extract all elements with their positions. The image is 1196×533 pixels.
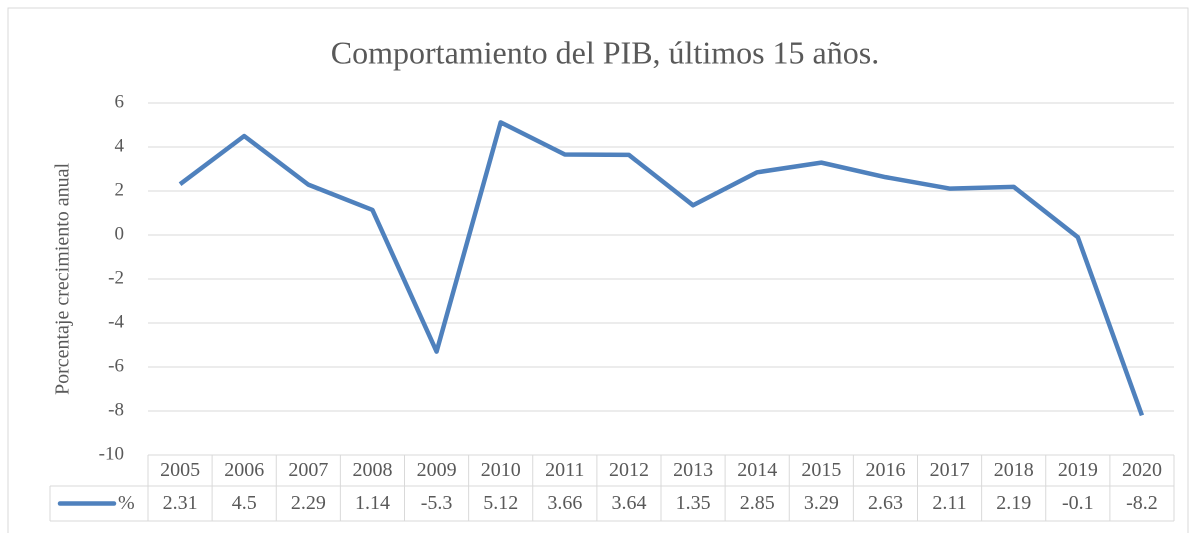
x-tick-label: 2014 (737, 459, 777, 481)
x-tick-label: 2016 (865, 459, 905, 481)
table-value: -5.3 (421, 492, 453, 514)
x-tick-label: 2012 (609, 459, 649, 481)
y-tick-label: 0 (115, 223, 125, 244)
y-tick-label: 6 (115, 91, 125, 112)
table-value: 2.19 (996, 492, 1031, 514)
x-tick-label: 2020 (1122, 459, 1162, 481)
table-value: 2.85 (740, 492, 775, 514)
table-value: -0.1 (1062, 492, 1094, 514)
table-value: 1.35 (676, 492, 711, 514)
table-value: 3.64 (611, 492, 646, 514)
y-tick-label: 2 (115, 179, 125, 200)
y-tick-label: 4 (115, 135, 125, 156)
y-tick-label: -2 (108, 267, 124, 288)
x-tick-label: 2015 (801, 459, 841, 481)
table-value: 3.29 (804, 492, 839, 514)
table-value: 2.11 (932, 492, 966, 514)
table-value: 2.31 (163, 492, 198, 514)
x-tick-label: 2013 (673, 459, 713, 481)
table-value: -8.2 (1126, 492, 1158, 514)
x-tick-label: 2007 (288, 459, 328, 481)
table-value: 2.29 (291, 492, 326, 514)
chart-title: Comportamiento del PIB, últimos 15 años. (331, 34, 879, 70)
x-tick-label: 2006 (224, 459, 264, 481)
x-tick-label: 2010 (481, 459, 521, 481)
chart-border (7, 7, 1189, 533)
x-tick-label: 2005 (160, 459, 200, 481)
x-tick-label: 2017 (930, 459, 970, 481)
table-value: 5.12 (483, 492, 518, 514)
x-tick-label: 2011 (545, 459, 584, 481)
series-line (178, 120, 1145, 417)
x-tick-label: 2019 (1058, 459, 1098, 481)
y-tick-label: -8 (108, 399, 124, 420)
y-tick-label: -10 (99, 443, 124, 464)
x-tick-label: 2018 (994, 459, 1034, 481)
x-tick-label: 2008 (352, 459, 392, 481)
legend-label: % (118, 492, 135, 514)
table-value: 4.5 (232, 492, 257, 514)
table-value: 3.66 (547, 492, 582, 514)
x-tick-label: 2009 (417, 459, 457, 481)
y-tick-label: -6 (108, 355, 124, 376)
table-value: 2.63 (868, 492, 903, 514)
y-tick-label: -4 (108, 311, 124, 332)
y-axis-label: Porcentaje crecimiento anual (52, 163, 74, 396)
table-value: 1.14 (355, 492, 390, 514)
